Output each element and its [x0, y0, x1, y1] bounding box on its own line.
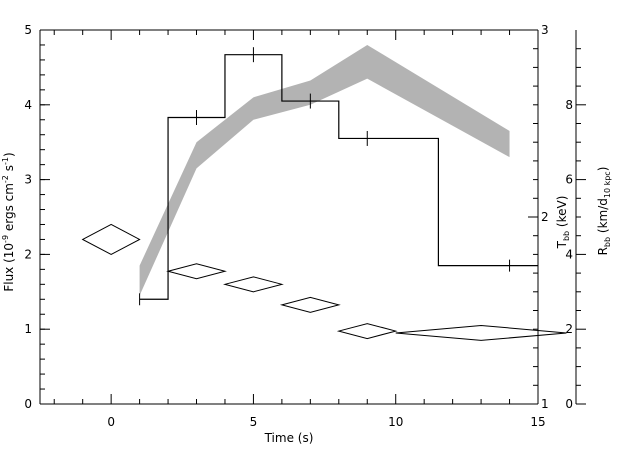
temp-axis-label-part: bb	[562, 231, 571, 241]
x-axis-label: Time (s)	[264, 431, 314, 445]
radius-axis-label-part: 10 kpc	[603, 171, 612, 198]
left-tick-label: 4	[24, 98, 32, 112]
radius-axis-label-part: bb	[603, 237, 612, 247]
x-tick-label: 15	[530, 415, 545, 429]
left-axis-label-part: s	[2, 165, 16, 175]
temp-tick-label: 2	[541, 210, 549, 224]
temperature-diamond	[81, 223, 141, 255]
left-axis-label: Flux (10-9 ergs cm-2 s-1)	[1, 152, 16, 291]
radius-band	[139, 44, 510, 296]
temperature-radius-band-layer	[139, 44, 510, 296]
radius-axis-label-part: R	[596, 247, 610, 255]
left-axis-label-part: )	[2, 152, 16, 157]
temp-axis-label: Tbb (keV)	[555, 196, 571, 250]
radius-tick-label: 2	[565, 322, 573, 336]
left-tick-label: 1	[24, 322, 32, 336]
left-tick-label: 3	[24, 173, 32, 187]
x-tick-label: 10	[388, 415, 403, 429]
left-tick-label: 5	[24, 23, 32, 37]
left-axis-label-part: ergs cm	[2, 183, 16, 235]
radius-tick-label: 8	[565, 98, 573, 112]
temp-axis-label-part: T	[555, 240, 569, 249]
x-tick-label: 5	[250, 415, 258, 429]
x-tick-label: 0	[107, 415, 115, 429]
temperature-diamond	[223, 276, 284, 293]
temperature-diamond	[166, 263, 227, 280]
temp-axis-label-part: (keV)	[555, 196, 569, 231]
left-axis-label-part: Flux (10	[2, 243, 16, 292]
radius-tick-label: 6	[565, 173, 573, 187]
left-tick-label: 2	[24, 247, 32, 261]
radius-tick-label: 4	[565, 247, 573, 261]
flux-step-line	[139, 54, 538, 300]
temperature-diamond	[395, 324, 567, 341]
temp-tick-label: 3	[541, 23, 549, 37]
radius-axis-label-part: )	[596, 167, 610, 172]
radius-tick-label: 0	[565, 397, 573, 411]
temp-tick-label: 1	[541, 397, 549, 411]
left-axis-label-part: -1	[1, 157, 10, 165]
radius-axis-label-part: (km/d	[596, 198, 610, 237]
temperature-diamond	[279, 296, 341, 313]
temperature-diamond	[336, 323, 398, 340]
radius-axis-label: Rbb (km/d10 kpc)	[596, 167, 612, 256]
left-axis-label-part: -2	[1, 175, 10, 183]
axis-layer	[39, 29, 586, 405]
data-layer	[81, 47, 567, 341]
left-axis-label-part: -9	[1, 235, 10, 243]
left-tick-label: 0	[24, 397, 32, 411]
